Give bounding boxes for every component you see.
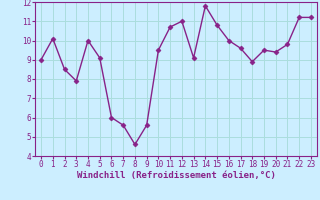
X-axis label: Windchill (Refroidissement éolien,°C): Windchill (Refroidissement éolien,°C) (76, 171, 276, 180)
